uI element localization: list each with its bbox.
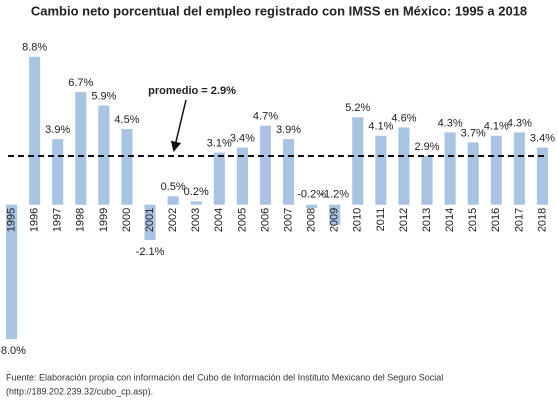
value-label: 3.1%	[207, 137, 232, 149]
value-label: 4.3%	[438, 117, 463, 129]
x-tick-label: 1995	[5, 208, 17, 232]
bar	[490, 135, 502, 205]
value-label: 4.1%	[368, 121, 393, 133]
value-label: 3.9%	[45, 124, 70, 136]
value-label: 4.7%	[253, 111, 278, 123]
average-label: promedio = 2.9%	[148, 85, 236, 97]
x-tick-label: 2011	[375, 208, 387, 232]
value-label: -8.0%	[0, 345, 26, 357]
x-tick-label: 2012	[398, 208, 410, 232]
value-label: 2.9%	[415, 141, 440, 153]
x-tick-label: 2010	[352, 208, 364, 232]
chart-title: Cambio neto porcentual del empleo regist…	[31, 3, 527, 18]
x-tick-label: 1998	[75, 208, 87, 232]
value-label: -0.2%	[297, 189, 326, 201]
x-tick-label: 2002	[167, 208, 179, 232]
bar	[236, 147, 248, 205]
value-label: 5.9%	[91, 90, 116, 102]
value-label: 8.8%	[22, 42, 47, 54]
source-note: (http://189.202.239.32/cubo_cp.asp).	[6, 386, 153, 396]
value-label: -2.1%	[136, 246, 165, 258]
bar	[29, 56, 41, 205]
value-label: 0.2%	[184, 186, 209, 198]
value-label: 3.4%	[230, 132, 255, 144]
bar	[167, 196, 179, 205]
x-tick-label: 2003	[190, 208, 202, 232]
x-tick-label: 2007	[282, 208, 294, 232]
source-note: Fuente: Elaboración propia con informaci…	[6, 372, 443, 382]
value-label: 4.1%	[484, 121, 509, 133]
bar	[352, 117, 364, 205]
arrow	[170, 99, 187, 153]
value-label: 4.5%	[114, 114, 139, 126]
bar	[513, 132, 525, 205]
x-tick-label: 2008	[306, 208, 318, 232]
x-tick-label: 2006	[259, 208, 271, 232]
bar	[536, 147, 548, 205]
x-tick-label: 2017	[513, 208, 525, 232]
bar	[306, 204, 318, 209]
x-tick-label: 2015	[467, 208, 479, 232]
bar	[52, 139, 64, 205]
x-tick-label: 1999	[98, 208, 110, 232]
bar	[421, 155, 433, 205]
bar	[329, 204, 341, 225]
x-tick-label: 2016	[490, 208, 502, 232]
bar	[75, 92, 87, 205]
bar	[375, 135, 387, 205]
x-tick-label: 1996	[29, 208, 41, 232]
x-tick-label: 2001	[144, 208, 156, 232]
value-label: 4.3%	[507, 117, 532, 129]
bar	[283, 139, 295, 205]
value-label: 0.5%	[161, 181, 186, 193]
x-tick-label: 2013	[421, 208, 433, 232]
value-label: 3.7%	[461, 127, 486, 139]
value-label: 3.9%	[276, 124, 301, 136]
bar	[467, 142, 479, 205]
x-tick-label: 1997	[52, 208, 64, 232]
bar	[190, 201, 202, 205]
value-label: 6.7%	[68, 77, 93, 89]
x-tick-label: 2000	[121, 208, 133, 232]
bar	[398, 127, 410, 205]
value-label: 4.6%	[391, 112, 416, 124]
bar	[121, 129, 133, 205]
value-label: 3.4%	[530, 132, 555, 144]
bar	[144, 204, 156, 241]
value-label: -1.2%	[320, 189, 349, 201]
bar	[213, 152, 225, 205]
x-tick-label: 2018	[536, 208, 548, 232]
x-tick-label: 2014	[444, 208, 456, 232]
x-tick-label: 2004	[213, 208, 225, 232]
value-label: 5.2%	[345, 102, 370, 114]
bar	[259, 125, 271, 205]
bar	[6, 204, 18, 340]
x-tick-label: 2009	[329, 208, 341, 232]
x-tick-label: 2005	[236, 208, 248, 232]
bar	[444, 132, 456, 205]
